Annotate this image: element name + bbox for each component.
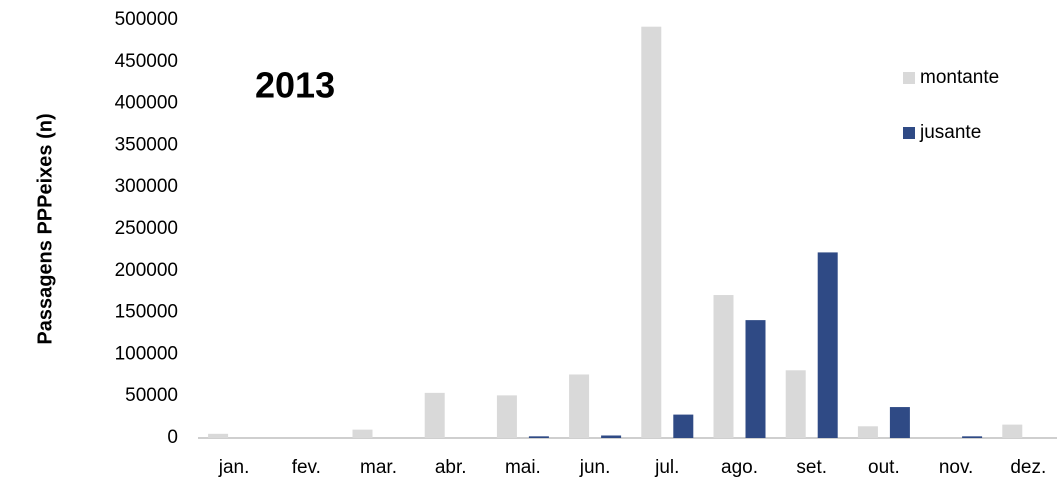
bar xyxy=(496,395,517,438)
bar xyxy=(528,436,549,438)
x-tick-label: abr. xyxy=(435,457,467,478)
x-tick-label: ago. xyxy=(721,457,758,478)
bar xyxy=(962,436,983,438)
bar xyxy=(673,414,694,438)
y-tick-label: 200000 xyxy=(115,260,178,281)
bar xyxy=(857,426,878,438)
y-tick-label: 100000 xyxy=(115,343,178,364)
y-tick-label: 350000 xyxy=(115,134,178,155)
bar xyxy=(785,370,806,438)
x-tick-label: set. xyxy=(796,457,827,478)
bar xyxy=(352,429,373,438)
x-tick-label: jan. xyxy=(218,457,250,478)
bar xyxy=(601,435,622,438)
bar xyxy=(424,392,445,438)
y-tick-label: 50000 xyxy=(125,385,178,406)
bar xyxy=(569,374,590,438)
y-tick-label: 500000 xyxy=(115,9,178,30)
y-tick-label: 250000 xyxy=(115,218,178,239)
x-tick-label: mai. xyxy=(505,457,541,478)
bar xyxy=(208,433,229,438)
legend-swatch xyxy=(903,127,915,139)
x-tick-label: out. xyxy=(868,457,900,478)
legend-swatch xyxy=(903,72,915,84)
legend-label: montante xyxy=(920,67,999,88)
y-tick-label: 150000 xyxy=(115,302,178,323)
y-tick-label: 400000 xyxy=(115,93,178,114)
bar xyxy=(817,252,838,438)
bar xyxy=(641,26,662,439)
x-tick-label: dez. xyxy=(1010,457,1046,478)
legend-label: jusante xyxy=(919,122,981,143)
y-axis-label: Passagens PPPeixes (n) xyxy=(34,113,56,344)
y-tick-label: 300000 xyxy=(115,176,178,197)
bar xyxy=(713,295,734,438)
chart-title: 2013 xyxy=(255,65,335,106)
y-tick-label: 0 xyxy=(167,427,178,448)
bar xyxy=(1002,424,1023,438)
bar xyxy=(745,320,766,438)
bar xyxy=(889,407,910,438)
x-tick-label: nov. xyxy=(939,457,974,478)
x-tick-label: jun. xyxy=(579,457,611,478)
x-tick-label: mar. xyxy=(360,457,397,478)
y-tick-label: 450000 xyxy=(115,51,178,72)
x-tick-label: fev. xyxy=(292,457,321,478)
x-tick-label: jul. xyxy=(654,457,679,478)
